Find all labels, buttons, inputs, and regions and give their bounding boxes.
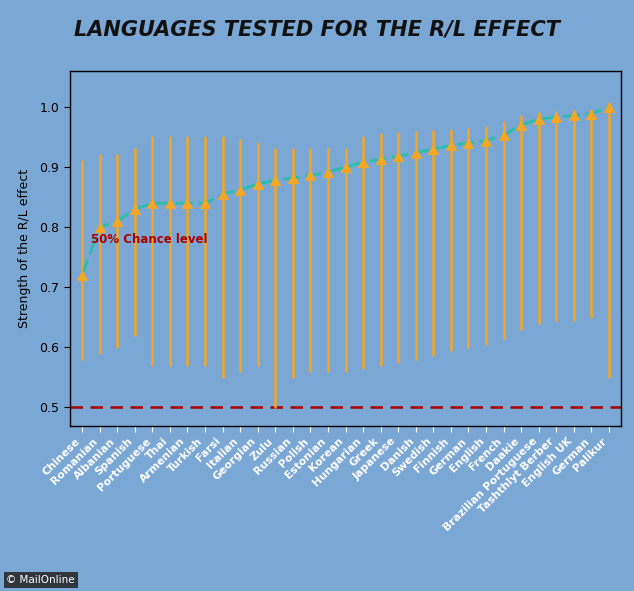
Point [270,176,280,185]
Point [481,136,491,145]
Point [463,138,474,148]
Point [288,173,298,183]
Point [534,114,544,124]
Point [375,154,385,164]
Point [306,171,316,180]
Point [200,199,210,208]
Point [569,111,579,120]
Point [77,271,87,280]
Point [586,109,597,118]
Point [165,199,175,208]
Point [183,199,193,208]
Point [429,144,439,154]
Point [498,131,508,140]
Point [147,199,157,208]
Point [551,112,561,122]
Point [217,189,228,199]
Point [130,204,140,214]
Point [358,158,368,167]
Y-axis label: Strength of the R/L effect: Strength of the R/L effect [18,168,31,328]
Point [604,102,614,112]
Text: 50% Chance level: 50% Chance level [91,233,207,246]
Point [112,216,122,226]
Text: © MailOnline: © MailOnline [6,575,75,585]
Point [446,141,456,150]
Point [252,179,262,189]
Point [94,222,105,232]
Point [411,148,421,157]
Point [393,151,403,161]
Point [340,163,351,172]
Text: LANGUAGES TESTED FOR THE R/L EFFECT: LANGUAGES TESTED FOR THE R/L EFFECT [74,20,560,40]
Point [235,185,245,194]
Point [516,121,526,130]
Point [323,167,333,177]
